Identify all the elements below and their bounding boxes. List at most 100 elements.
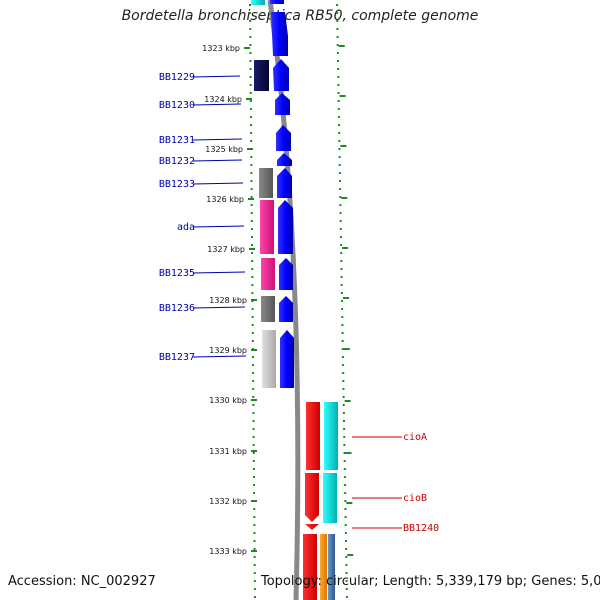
left-strand-features (251, 0, 276, 388)
kbp-label: 1323 kbp (202, 44, 240, 53)
track-dot (338, 172, 341, 174)
track-dot (249, 108, 252, 110)
track-dot (338, 124, 341, 126)
feature-bb1233-reverse (259, 168, 273, 198)
track-dot (251, 340, 254, 342)
gene-label-bb1231[interactable]: BB1231 (159, 135, 195, 146)
accession-label: Accession: NC_002927 (8, 574, 156, 589)
track-dot (252, 388, 255, 390)
track-dot (342, 372, 345, 374)
track-dot (341, 308, 344, 310)
track-dot (339, 236, 342, 238)
track-dash (346, 502, 353, 504)
track-dot (253, 580, 256, 582)
track-dot (340, 292, 343, 294)
track-dot (341, 348, 344, 350)
feature-cioa-red (306, 402, 320, 470)
track-dot (337, 68, 340, 70)
kbp-tick (251, 550, 257, 552)
kbp-tick (249, 248, 255, 250)
gene-label-bb1233[interactable]: BB1233 (159, 179, 195, 190)
gene-label-bb1232[interactable]: BB1232 (159, 156, 195, 167)
track-dot (338, 164, 341, 166)
gene-label-bb1235[interactable]: BB1235 (159, 268, 195, 279)
kbp-tick (251, 500, 257, 502)
feature-bb1231-forward (276, 125, 291, 151)
gene-label-bb1229[interactable]: BB1229 (159, 72, 195, 83)
feature-cioa-cyan (324, 402, 338, 470)
feature-bb1237-reverse (262, 330, 276, 388)
kbp-tick (247, 148, 253, 150)
kbp-label: 1333 kbp (209, 547, 247, 556)
gene-label-bb1237[interactable]: BB1237 (159, 352, 195, 363)
track-dot (249, 60, 252, 62)
track-dot (345, 596, 348, 598)
track-dot (337, 60, 339, 62)
track-dot (252, 364, 255, 366)
feature-top-forward (270, 0, 284, 4)
track-dot (252, 476, 255, 478)
track-dot (252, 468, 255, 470)
gene-leader-line (192, 75, 241, 78)
track-dot (251, 268, 254, 270)
gene-label-bb1230[interactable]: BB1230 (159, 100, 195, 111)
gene-label-ada[interactable]: ada (177, 222, 195, 233)
feature-bb1237-forward (280, 330, 294, 388)
track-dot (344, 484, 347, 486)
track-dot (343, 428, 346, 430)
track-dot (340, 284, 343, 286)
track-dot (340, 260, 343, 262)
track-dot (253, 548, 256, 550)
track-dot (249, 20, 252, 22)
kbp-scale: 1323 kbp 1324 kbp 1325 kbp 1326 kbp 1327 kbp… (202, 44, 257, 556)
track-dot (341, 300, 343, 302)
track-dot (250, 196, 253, 198)
right-strand-features (303, 402, 338, 600)
gene-label-bb1236[interactable]: BB1236 (159, 303, 195, 314)
track-dot (249, 76, 252, 78)
track-dot (344, 516, 347, 518)
track-dash (347, 554, 354, 556)
kbp-tick (244, 47, 250, 49)
gene-leader-line (192, 271, 246, 274)
track-dot (339, 180, 341, 182)
track-dot (252, 452, 255, 454)
track-dot (251, 332, 254, 334)
track-dot (341, 356, 344, 358)
track-dot (336, 4, 339, 6)
feature-bb1229-reverse (254, 60, 269, 91)
track-dot (252, 428, 255, 430)
track-dot (342, 380, 345, 382)
track-dot (249, 116, 252, 118)
track-dot (337, 108, 340, 110)
track-dot (337, 116, 340, 118)
gene-label-bb1240[interactable]: BB1240 (403, 523, 439, 534)
kbp-tick (251, 399, 257, 401)
track-dot (250, 180, 253, 182)
track-dot (343, 460, 346, 462)
track-dot (345, 580, 348, 582)
left-gene-labels: BB1229 BB1230 BB1231 BB1232 BB1233 ada BB1235 B… (159, 72, 247, 363)
track-dash (342, 297, 349, 299)
track-dot (251, 260, 254, 262)
track-dot (340, 252, 343, 254)
track-dot (253, 524, 256, 526)
track-dot (342, 412, 345, 414)
track-dot (250, 140, 253, 142)
track-dot (251, 308, 254, 310)
right-gene-labels: cioA cioB BB1240 (352, 432, 439, 534)
track-dot (252, 412, 255, 414)
track-dot (252, 372, 255, 374)
track-dash (343, 348, 350, 350)
kbp-tick (251, 450, 257, 452)
track-dash (340, 145, 347, 147)
gene-label-ciob[interactable]: cioB (403, 493, 427, 504)
gene-label-cioa[interactable]: cioA (403, 432, 427, 443)
track-dash (345, 452, 352, 454)
track-dot (342, 388, 345, 390)
track-dot (253, 540, 256, 542)
feature-bb1235-forward (279, 258, 293, 290)
kbp-label: 1325 kbp (205, 145, 243, 154)
track-dot (252, 404, 255, 406)
track-dot (249, 84, 252, 86)
